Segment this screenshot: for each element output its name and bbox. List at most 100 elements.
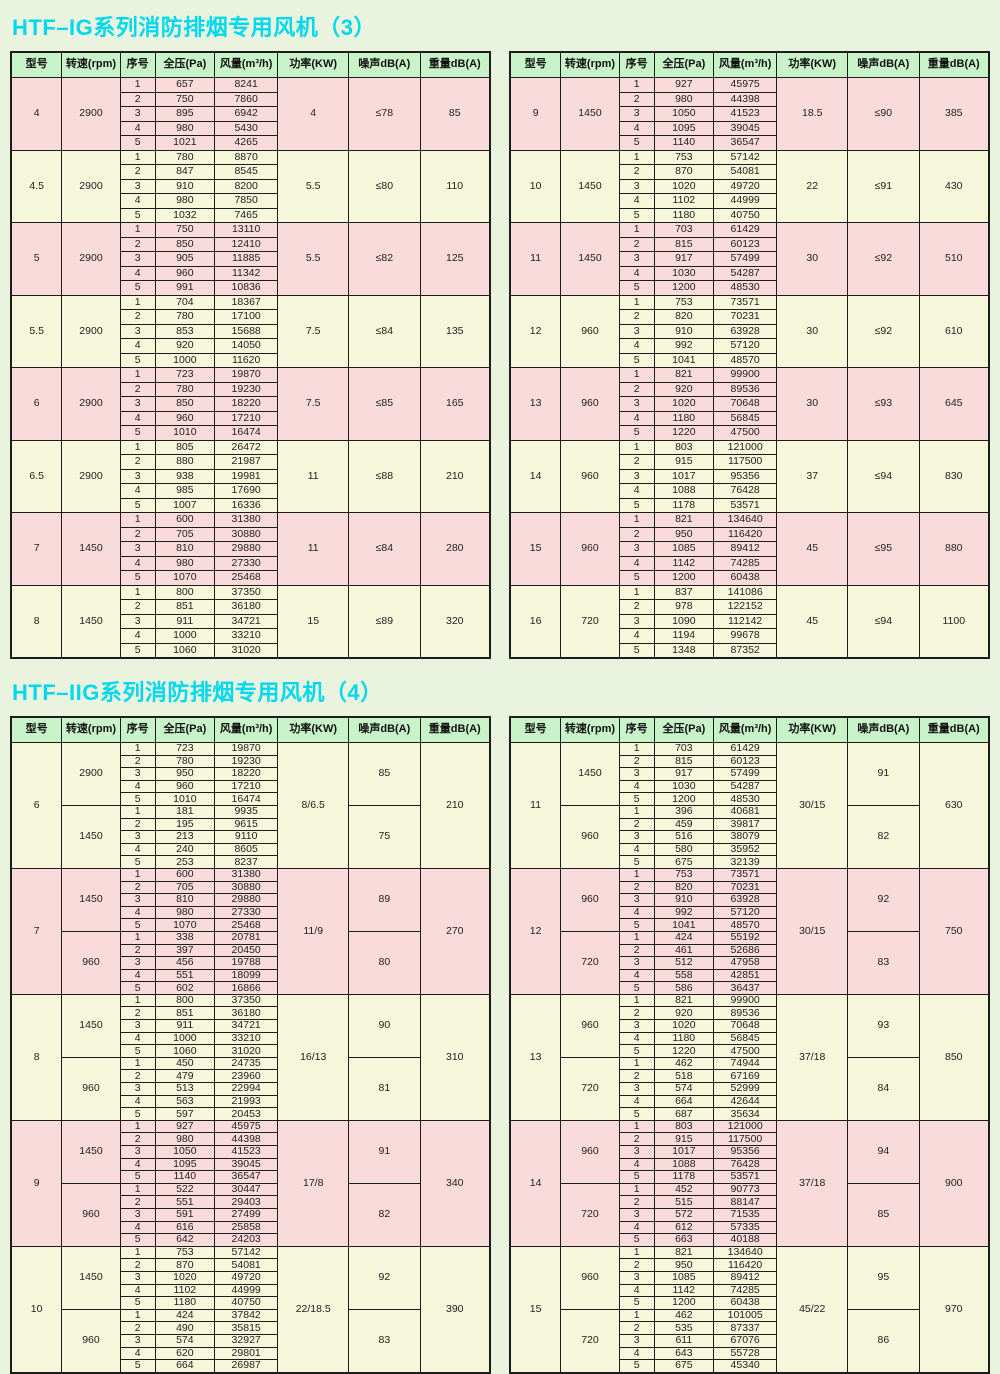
pressure-cell: 895 xyxy=(154,106,216,122)
table-row: 3 516 38079 xyxy=(510,830,989,844)
seq-cell: 2 xyxy=(618,1195,655,1209)
seq-cell: 4 xyxy=(618,1094,655,1109)
volume-cell: 67076 xyxy=(713,1333,778,1348)
pressure-cell: 1032 xyxy=(154,207,216,223)
seq-cell: 4 xyxy=(618,120,655,136)
pressure-cell: 1200 xyxy=(653,1296,715,1310)
weight-cell: 340 xyxy=(419,1119,491,1247)
pressure-cell: 915 xyxy=(653,454,715,470)
column-header: 序号 xyxy=(119,51,156,78)
pressure-cell: 515 xyxy=(653,1195,715,1209)
table-row: 5 1178 53571 xyxy=(510,1170,989,1184)
pressure-cell: 750 xyxy=(154,222,216,238)
volume-cell: 30880 xyxy=(214,526,279,542)
pressure-cell: 950 xyxy=(154,767,216,781)
table-row: 4 980 5430 xyxy=(11,120,490,136)
volume-cell: 17690 xyxy=(214,483,279,499)
volume-cell: 9935 xyxy=(214,804,279,819)
table-row: 4 980 27330 xyxy=(11,555,490,571)
volume-cell: 54287 xyxy=(713,779,778,794)
pressure-cell: 905 xyxy=(154,251,216,267)
volume-cell: 17100 xyxy=(214,309,279,325)
seq-cell: 2 xyxy=(618,526,655,542)
volume-cell: 26987 xyxy=(214,1359,279,1374)
seq-cell: 1 xyxy=(618,294,655,310)
weight-cell: 270 xyxy=(419,867,491,995)
column-header: 全压(Pa) xyxy=(653,716,715,743)
pressure-cell: 803 xyxy=(653,439,715,455)
pressure-cell: 753 xyxy=(653,149,715,165)
volume-cell: 13110 xyxy=(214,222,279,238)
weight-cell: 110 xyxy=(419,149,491,223)
seq-cell: 5 xyxy=(618,642,655,659)
seq-cell: 2 xyxy=(119,381,156,397)
table-row: 2 780 19230 xyxy=(11,381,490,397)
pressure-cell: 1060 xyxy=(154,642,216,659)
speed-cell: 960 xyxy=(61,930,121,995)
seq-cell: 2 xyxy=(119,599,156,615)
pressure-cell: 1180 xyxy=(653,410,715,426)
pressure-cell: 1180 xyxy=(653,207,715,223)
pressure-cell: 1020 xyxy=(154,1270,216,1285)
volume-cell: 45975 xyxy=(214,1119,279,1134)
pressure-cell: 960 xyxy=(154,265,216,281)
seq-cell: 3 xyxy=(618,1270,655,1285)
seq-cell: 2 xyxy=(618,91,655,107)
seq-cell: 2 xyxy=(618,309,655,325)
pressure-cell: 1088 xyxy=(653,483,715,499)
noise-cell: ≤88 xyxy=(348,439,421,513)
table-row: 2 920 89536 xyxy=(510,381,989,397)
pressure-cell: 558 xyxy=(653,968,715,983)
seq-cell: 5 xyxy=(618,425,655,441)
model-cell: 6.5 xyxy=(10,439,63,513)
pressure-cell: 1140 xyxy=(154,1170,216,1184)
fan-spec-table-iig-left: 型号 转速(rpm) 序号 全压(Pa) 风量(m³/h) 功率(KW) 噪声dB(A) 重量… xyxy=(10,716,491,1374)
volume-cell: 57499 xyxy=(713,767,778,781)
speed-cell: 720 xyxy=(560,930,620,995)
volume-cell: 112142 xyxy=(713,613,778,629)
pressure-cell: 195 xyxy=(154,817,216,832)
weight-cell: 310 xyxy=(419,993,491,1121)
power-cell: 5.5 xyxy=(277,149,350,223)
seq-cell: 3 xyxy=(618,106,655,122)
pressure-cell: 870 xyxy=(653,164,715,180)
table-row: 2 705 30880 xyxy=(11,880,490,895)
volume-cell: 19870 xyxy=(214,367,279,383)
pressure-cell: 611 xyxy=(653,1333,715,1348)
table-row: 3 950 18220 xyxy=(11,767,490,781)
speed-cell: 960 xyxy=(560,804,620,869)
power-cell: 7.5 xyxy=(277,294,350,368)
pressure-cell: 1030 xyxy=(653,265,715,281)
seq-cell: 1 xyxy=(618,222,655,238)
seq-cell: 1 xyxy=(119,1182,156,1197)
seq-cell: 2 xyxy=(618,1006,655,1021)
pressure-cell: 991 xyxy=(154,280,216,296)
volume-cell: 61429 xyxy=(713,742,778,756)
seq-cell: 2 xyxy=(618,943,655,958)
volume-cell: 39045 xyxy=(713,120,778,136)
pressure-cell: 1142 xyxy=(653,1283,715,1298)
table-row: 11 1450 1 703 61429 30/15 91 630 xyxy=(509,742,990,869)
seq-cell: 4 xyxy=(119,120,156,136)
volume-cell: 42644 xyxy=(713,1094,778,1109)
volume-cell: 32139 xyxy=(713,855,778,869)
seq-cell: 1 xyxy=(119,512,156,528)
volume-cell: 60438 xyxy=(713,570,778,586)
table-row: 2 195 9615 xyxy=(11,817,490,832)
volume-cell: 19788 xyxy=(214,956,279,970)
pressure-cell: 424 xyxy=(154,1308,216,1323)
noise-cell: 80 xyxy=(348,930,421,995)
noise-cell: 91 xyxy=(847,742,920,806)
pressure-cell: 643 xyxy=(653,1346,715,1361)
volume-cell: 27330 xyxy=(214,905,279,920)
pressure-cell: 703 xyxy=(653,222,715,238)
table-row: 4 1030 54287 xyxy=(510,265,989,281)
pressure-cell: 1142 xyxy=(653,555,715,571)
table-row: 5 642 24203 xyxy=(11,1233,490,1247)
volume-cell: 34721 xyxy=(214,1019,279,1033)
table-row: 5 1070 25468 xyxy=(11,570,490,586)
volume-cell: 19981 xyxy=(214,468,279,484)
table-row: 5 597 20453 xyxy=(11,1107,490,1121)
volume-cell: 7850 xyxy=(214,193,279,209)
speed-cell: 960 xyxy=(560,993,620,1058)
